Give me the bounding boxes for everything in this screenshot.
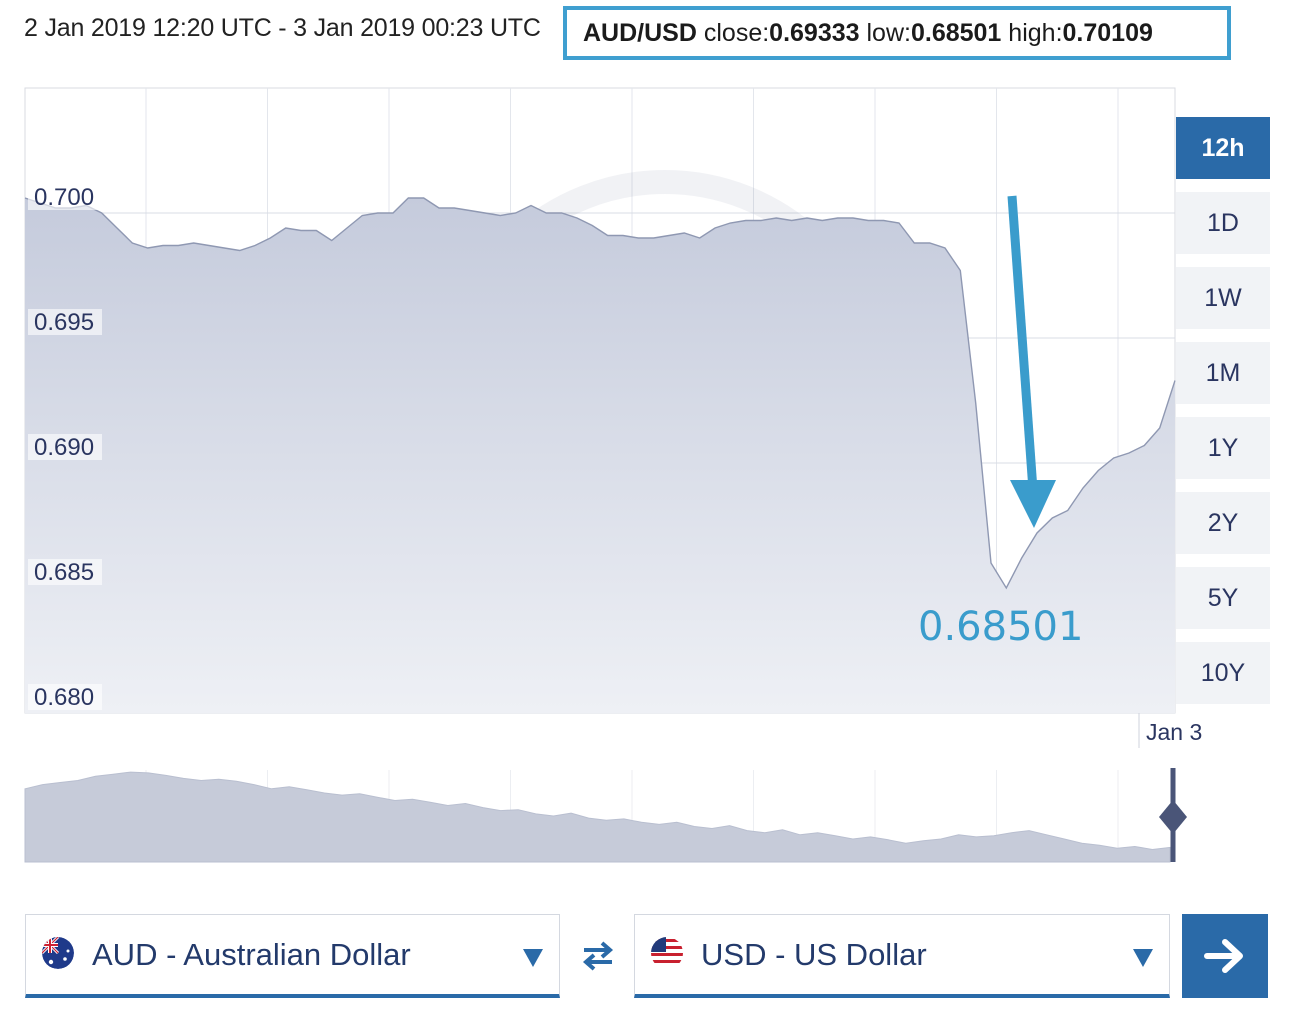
from-currency-select[interactable]: AUD - Australian Dollar bbox=[25, 914, 560, 998]
timeframe-12h-button[interactable]: 12h bbox=[1176, 117, 1270, 179]
y-tick-label-background bbox=[28, 309, 102, 335]
low-value: 0.68501 bbox=[910, 19, 1002, 47]
convert-button[interactable] bbox=[1182, 914, 1268, 998]
pair-label: AUD/USD bbox=[583, 19, 697, 47]
to-currency-label: USD - US Dollar bbox=[701, 937, 927, 972]
y-tick-label-background bbox=[28, 684, 102, 710]
chevron-down-icon bbox=[1133, 949, 1153, 967]
y-tick-label-background bbox=[28, 434, 102, 460]
y-tick-label: 0.700 bbox=[34, 184, 94, 211]
high-label: high: bbox=[1008, 19, 1063, 47]
close-label: close: bbox=[703, 19, 770, 47]
us-flag-icon bbox=[651, 937, 683, 969]
y-tick-label-background bbox=[28, 559, 102, 585]
overview-area bbox=[24, 771, 1171, 863]
rate-summary: AUD/USD close:0.69333 low:0.68501 high:0… bbox=[563, 6, 1231, 60]
close-value: 0.69333 bbox=[769, 19, 860, 47]
y-tick-label: 0.695 bbox=[34, 309, 94, 336]
timeframe-5y-button[interactable]: 5Y bbox=[1176, 567, 1270, 629]
timeframe-1w-button[interactable]: 1W bbox=[1176, 267, 1270, 329]
y-tick-label-background bbox=[28, 184, 102, 210]
australia-flag-icon bbox=[42, 937, 74, 969]
annotation-arrow bbox=[1007, 195, 1056, 528]
chevron-down-icon bbox=[523, 949, 543, 967]
y-tick-label: 0.680 bbox=[34, 684, 94, 711]
overview-handle-icon[interactable] bbox=[1159, 800, 1187, 834]
timeframe-10y-button[interactable]: 10Y bbox=[1176, 642, 1270, 704]
y-tick-label: 0.685 bbox=[34, 559, 94, 586]
swap-currencies-icon[interactable] bbox=[578, 938, 618, 974]
low-label: low: bbox=[866, 19, 911, 47]
y-tick-label: 0.690 bbox=[34, 434, 94, 461]
timeframe-2y-button[interactable]: 2Y bbox=[1176, 492, 1270, 554]
x-tick-label: Jan 3 bbox=[1146, 719, 1202, 745]
timeframe-1d-button[interactable]: 1D bbox=[1176, 192, 1270, 254]
from-currency-label: AUD - Australian Dollar bbox=[92, 937, 411, 972]
timeframe-1y-button[interactable]: 1Y bbox=[1176, 417, 1270, 479]
high-value: 0.70109 bbox=[1062, 19, 1153, 47]
arrow-right-icon bbox=[1204, 939, 1243, 973]
date-range: 2 Jan 2019 12:20 UTC - 3 Jan 2019 00:23 … bbox=[24, 14, 541, 42]
annotation-low-value: 0.68501 bbox=[918, 604, 1083, 650]
to-currency-select[interactable]: USD - US Dollar bbox=[634, 914, 1170, 998]
timeframe-1m-button[interactable]: 1M bbox=[1176, 342, 1270, 404]
rate-line bbox=[24, 197, 1176, 590]
rate-area bbox=[25, 198, 1175, 713]
